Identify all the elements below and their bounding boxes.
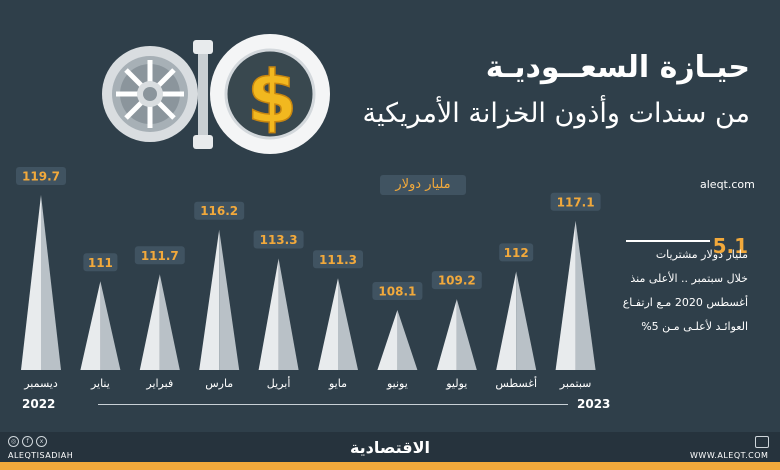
- category-label: فبراير: [145, 377, 173, 390]
- category-label: يناير: [90, 377, 110, 390]
- data-label-bg: [372, 282, 423, 300]
- category-label: سبتمبر: [559, 377, 592, 390]
- bar-spike-shade: [219, 229, 240, 370]
- bar-spike: [199, 229, 220, 370]
- bar-spike: [496, 271, 517, 370]
- bar-spike-shade: [100, 281, 121, 370]
- category-label: أغسطس: [495, 376, 537, 390]
- facebook-icon[interactable]: f: [22, 436, 33, 447]
- data-label: 109.2: [438, 274, 476, 288]
- data-label-bg: [550, 192, 601, 211]
- dollar-coin-icon: $: [210, 34, 330, 154]
- bar-spike-shade: [575, 220, 596, 370]
- unit-label: مليار دولار: [380, 175, 466, 195]
- vault-dollar-illustration: $: [102, 34, 330, 154]
- bar-spike: [80, 281, 101, 370]
- bar-spike: [318, 278, 338, 370]
- data-label-bg: [83, 253, 118, 272]
- vault-wheel-icon: [102, 46, 198, 142]
- data-label: 111: [88, 256, 113, 270]
- bar-spike: [377, 310, 398, 370]
- data-label: 116.2: [200, 204, 238, 218]
- data-label-bg: [253, 230, 304, 249]
- bar-spike: [139, 274, 160, 370]
- bar-spike-shade: [456, 299, 477, 370]
- data-label: 113.3: [260, 233, 298, 247]
- data-label: 112: [504, 246, 529, 260]
- category-label: أبريل: [267, 376, 291, 390]
- category-label: يونيو: [386, 377, 408, 390]
- footer-accent-bar: [0, 462, 780, 470]
- bar-spike-shade: [278, 258, 299, 370]
- instagram-icon[interactable]: ◎: [8, 436, 19, 447]
- data-label-bg: [499, 243, 534, 262]
- bar-spike: [555, 220, 576, 370]
- chart-title: حيـازة السعــوديـة: [485, 50, 750, 85]
- bar-spike-shade: [159, 274, 180, 370]
- footer-url[interactable]: WWW.ALEQT.COM: [690, 451, 769, 460]
- year-span-line: [98, 404, 568, 405]
- year-start-label: 2022: [22, 397, 56, 411]
- data-label-bg: [313, 250, 363, 269]
- bar-spike-shade: [338, 278, 358, 370]
- note-line-3: أغسطس 2020 مـع ارتفـاع: [622, 296, 748, 309]
- data-label: 108.1: [378, 285, 416, 299]
- data-label: 117.1: [557, 195, 595, 209]
- bar-spike-shade: [41, 195, 61, 370]
- chart-subtitle: من سندات وأذون الخزانة الأمريكية: [362, 98, 751, 129]
- data-label: 111.3: [319, 253, 357, 267]
- data-label: 119.7: [22, 170, 60, 184]
- note-divider: [626, 240, 710, 242]
- category-label: مايو: [328, 377, 347, 390]
- svg-text:$: $: [247, 55, 297, 139]
- brand-mark-icon: [755, 436, 769, 448]
- data-label-bg: [134, 246, 185, 265]
- note-line-1: مليار دولار مشتريات: [655, 248, 748, 261]
- brand-logo: الاقتصادية: [349, 438, 431, 457]
- social-handle: ALEQTISADIAH: [8, 451, 74, 460]
- note-text: مليار دولار مشتريات خلال سبتمبر .. الأعل…: [622, 243, 748, 339]
- bar-spike: [258, 258, 279, 370]
- note-number: 5.1: [712, 234, 748, 258]
- bar-spike: [21, 195, 41, 370]
- social-icons: ◎ f x: [8, 436, 47, 447]
- data-label-bg: [431, 271, 482, 290]
- vault-hinge-icon: [193, 40, 213, 149]
- x-icon[interactable]: x: [36, 436, 47, 447]
- category-label: يوليو: [445, 377, 467, 390]
- data-label-bg: [194, 201, 245, 220]
- category-label: ديسمبر: [23, 377, 58, 390]
- bar-spike-shade: [516, 271, 537, 370]
- year-end-label: 2023: [577, 397, 611, 411]
- data-label-bg: [16, 167, 66, 185]
- bar-spike-shade: [397, 310, 418, 370]
- data-label: 111.7: [141, 249, 179, 263]
- bar-spike: [436, 299, 457, 370]
- category-label: مارس: [205, 377, 233, 390]
- note-line-4: العوائـد لأعلـى مـن 5%: [641, 320, 748, 333]
- site-url: aleqt.com: [700, 178, 755, 191]
- note-line-2: خلال سبتمبر .. الأعلى منذ: [630, 272, 748, 285]
